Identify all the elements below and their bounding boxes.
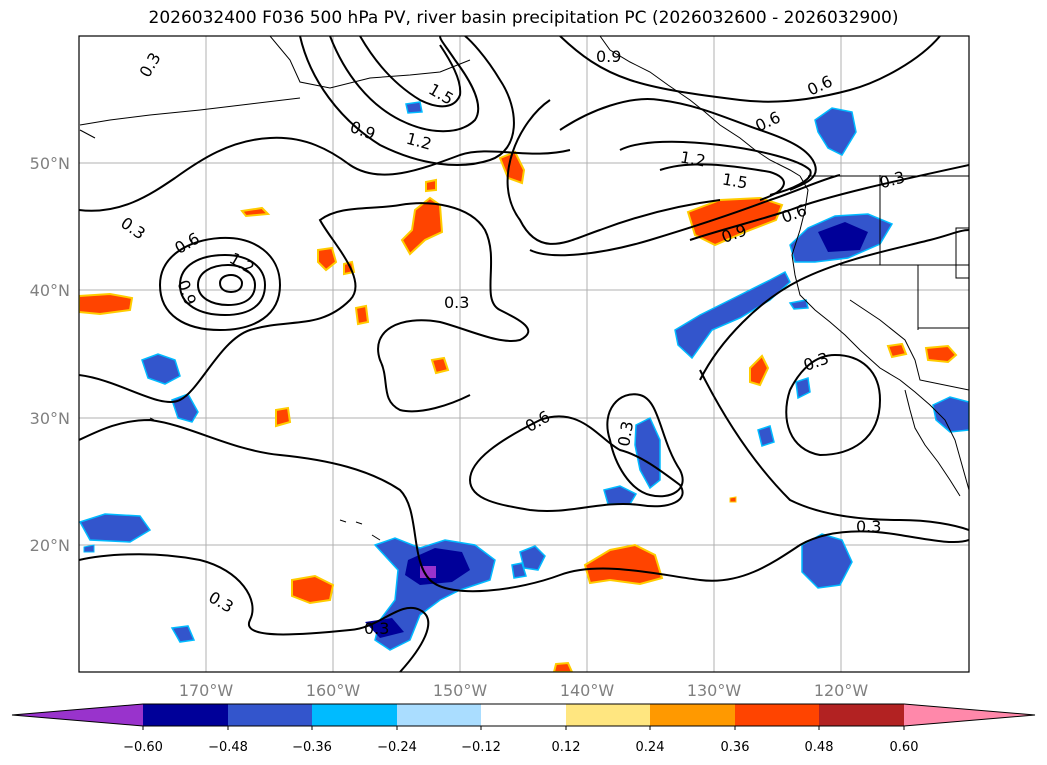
colorbar [11, 703, 1036, 730]
colorbar-tick-label: 0.60 [890, 740, 919, 755]
precip-negative-region [511, 562, 527, 579]
contour-label: 0.9 [596, 47, 621, 66]
map-frame [78, 35, 970, 673]
precip-negative-region [141, 353, 181, 385]
lat-label: 30°N [30, 409, 70, 428]
lat-label: 50°N [30, 154, 70, 173]
contour-label: 0.3 [364, 619, 389, 638]
precip-negative-region [603, 485, 638, 505]
precip-negative-region [932, 396, 969, 433]
precip-negative-region [405, 101, 423, 114]
colorbar-segment [566, 704, 650, 726]
colorbar-segment [819, 704, 904, 726]
precip-negative-region [814, 107, 857, 156]
precip-positive-region [400, 196, 444, 256]
gridlines [79, 36, 969, 672]
lon-label: 160°W [306, 681, 361, 700]
precip-positive-region [79, 292, 134, 316]
colorbar-segment [735, 704, 819, 726]
colorbar-tick-label: −0.24 [377, 740, 417, 755]
contour-label: 1.5 [721, 169, 749, 192]
colorbar-tick-label: −0.12 [461, 740, 501, 755]
precip-positive-region [275, 406, 292, 428]
precip-positive-region [583, 543, 664, 586]
precip-positive-region [924, 344, 958, 364]
pv-contours [79, 36, 969, 672]
precip-positive-region [886, 342, 908, 359]
colorbar-segment [312, 704, 397, 726]
precip-positive-region [291, 574, 335, 605]
lat-label: 20°N [30, 536, 70, 555]
lat-label: 40°N [30, 281, 70, 300]
contour-label: 0.3 [444, 293, 469, 312]
colorbar-tick-label: 0.24 [636, 740, 665, 755]
colorbar-extend-high [904, 704, 1035, 726]
lon-label: 170°W [179, 681, 234, 700]
precip-negative-region [634, 416, 661, 490]
colorbar-segment [481, 704, 566, 726]
lon-label: 130°W [687, 681, 742, 700]
precip-negative-region [788, 299, 809, 310]
contour-label: 0.3 [856, 517, 881, 536]
colorbar-tick-label: −0.48 [208, 740, 248, 755]
precip-negative-region [170, 625, 196, 643]
coastlines [79, 36, 969, 541]
colorbar-tick-label: −0.36 [292, 740, 332, 755]
precip-positive-region [729, 496, 737, 503]
precip-positive-region [425, 178, 437, 193]
map-title: 2026032400 F036 500 hPa PV, river basin … [148, 8, 899, 28]
lon-label: 120°W [814, 681, 869, 700]
colorbar-tick-label: 0.36 [721, 740, 750, 755]
precip-negative-region [818, 222, 868, 252]
precip-positive-region [354, 304, 370, 326]
colorbar-tick-label: 0.12 [552, 740, 581, 755]
precip-positive-region [552, 661, 574, 672]
precip-negative-region [420, 566, 436, 578]
contour-label: 1.2 [679, 147, 707, 170]
latitude-axis: 50°N 40°N 30°N 20°N [30, 154, 70, 555]
colorbar-segment [143, 704, 228, 726]
colorbar-ticks: −0.60 −0.48 −0.36 −0.24 −0.12 0.12 0.24 … [123, 740, 918, 755]
precip-positive-region [317, 246, 338, 272]
lon-label: 140°W [560, 681, 615, 700]
colorbar-segment [650, 704, 735, 726]
precip-negative-region [757, 425, 775, 447]
colorbar-tick-label: −0.60 [123, 740, 163, 755]
colorbar-segment [228, 704, 312, 726]
precip-negative-region [79, 513, 152, 543]
precip-fields [79, 101, 969, 672]
precip-positive-region [240, 206, 271, 218]
precip-positive-region [749, 354, 770, 387]
contour-label: 0.3 [614, 420, 637, 448]
longitude-axis: 170°W 160°W 150°W 140°W 130°W 120°W [179, 681, 869, 700]
precip-negative-region [795, 377, 811, 400]
colorbar-segment [397, 704, 481, 726]
precip-positive-region [430, 356, 450, 375]
precip-negative-region [83, 544, 95, 553]
lon-label: 150°W [433, 681, 488, 700]
colorbar-extend-low [12, 704, 143, 726]
colorbar-tick-label: 0.48 [805, 740, 834, 755]
